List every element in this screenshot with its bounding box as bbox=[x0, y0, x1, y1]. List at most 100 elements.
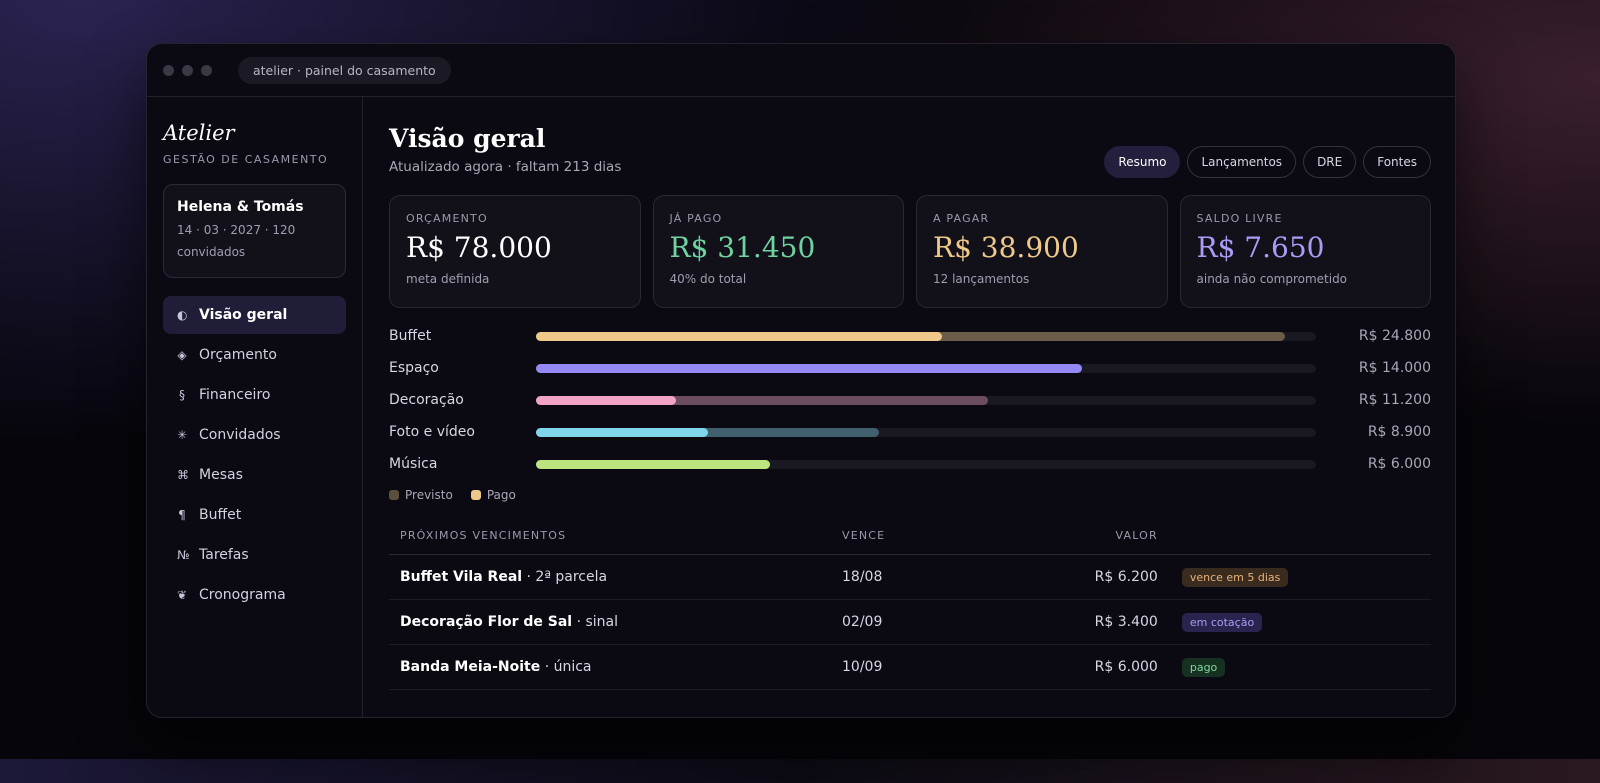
nav-item[interactable]: ✳ Convidados bbox=[163, 416, 346, 454]
budget-row: Música R$ 6.000 bbox=[389, 448, 1431, 480]
nav: ◐ Visão geral ◈ Orçamento § Financeiro ✳ Convid… bbox=[163, 296, 346, 614]
nav-item[interactable]: ❦ Cronograma bbox=[163, 576, 346, 614]
due-amount: R$ 6.000 bbox=[1023, 644, 1159, 690]
title-bar: atelier · painel do casamento bbox=[147, 44, 1455, 97]
page-title: Visão geral bbox=[389, 124, 546, 153]
due-detail: · única bbox=[544, 659, 592, 675]
budget-row: Buffet R$ 24.800 bbox=[389, 320, 1431, 352]
legend-swatch bbox=[470, 490, 481, 500]
nav-icon: ✳ bbox=[177, 428, 188, 442]
bar-track bbox=[536, 395, 1316, 405]
tab[interactable]: Fontes bbox=[1363, 146, 1431, 178]
category-amount: R$ 11.200 bbox=[1358, 392, 1431, 408]
bar-planned bbox=[536, 427, 880, 437]
tagline: GESTÃO DE CASAMENTO bbox=[163, 153, 329, 166]
budget-row: Decoração R$ 11.200 bbox=[389, 384, 1431, 416]
nav-item[interactable]: ⌘ Mesas bbox=[163, 456, 346, 494]
legend-label: Previsto bbox=[405, 488, 453, 502]
due-table: PRÓXIMOS VENCIMENTOS VENCE VALOR Buffet Vil… bbox=[389, 516, 1431, 690]
stat-value: R$ 78.000 bbox=[406, 231, 552, 264]
stat-note: meta definida bbox=[406, 272, 490, 286]
nav-icon: ◐ bbox=[177, 308, 188, 322]
category-name: Foto e vídeo bbox=[389, 424, 475, 440]
status-cell: vence em 5 dias bbox=[1158, 554, 1431, 600]
stat-value: R$ 38.900 bbox=[933, 231, 1079, 264]
due-date: 10/09 bbox=[841, 644, 1023, 690]
bar-paid bbox=[536, 395, 677, 405]
nav-icon: § bbox=[179, 388, 185, 402]
due-row[interactable]: Banda Meia-Noite · única 10/09 R$ 6.000 pag… bbox=[389, 644, 1431, 690]
stat-note: 40% do total bbox=[669, 272, 747, 286]
nav-label: Visão geral bbox=[199, 307, 288, 323]
couple-details: 14 · 03 · 2027 · 120 convidados bbox=[177, 223, 296, 259]
stat-label: ORÇAMENTO bbox=[406, 212, 488, 225]
nav-label: Orçamento bbox=[199, 347, 277, 363]
due-row[interactable]: Decoração Flor de Sal · sinal 02/09 R$ 3.4… bbox=[389, 599, 1431, 645]
nav-label: Cronograma bbox=[199, 587, 286, 603]
nav-icon: ◈ bbox=[177, 348, 187, 362]
due-amount: R$ 6.200 bbox=[1023, 554, 1159, 600]
column-header: VALOR bbox=[1023, 516, 1159, 555]
bar-paid bbox=[536, 427, 708, 437]
due-amount: R$ 3.400 bbox=[1023, 599, 1159, 645]
stat-card: ORÇAMENTO R$ 78.000 meta definida bbox=[389, 195, 641, 308]
category-name: Espaço bbox=[389, 360, 439, 376]
column-header-empty bbox=[1158, 516, 1431, 555]
tab[interactable]: Lançamentos bbox=[1187, 146, 1297, 178]
stat-note: 12 lançamentos bbox=[933, 272, 1030, 286]
budget-row: Foto e vídeo R$ 8.900 bbox=[389, 416, 1431, 448]
category-name: Música bbox=[389, 456, 438, 472]
due-name-cell: Banda Meia-Noite · única bbox=[389, 644, 841, 690]
due-name-cell: Buffet Vila Real · 2ª parcela bbox=[389, 554, 841, 600]
sidebar: Atelier GESTÃO DE CASAMENTO Helena & Tom… bbox=[147, 97, 363, 717]
category-amount: R$ 14.000 bbox=[1358, 360, 1431, 376]
bar-track bbox=[536, 331, 1316, 341]
cards: ORÇAMENTO R$ 78.000 meta definida JÁ PAGO R$… bbox=[389, 195, 1431, 308]
tabs: Resumo Lançamentos DRE Fontes bbox=[1104, 146, 1431, 178]
nav-item[interactable]: ◐ Visão geral bbox=[163, 296, 346, 334]
nav-label: Tarefas bbox=[199, 547, 249, 563]
stat-card: SALDO LIVRE R$ 7.650 ainda não comprometid… bbox=[1179, 195, 1431, 308]
category-amount: R$ 8.900 bbox=[1367, 424, 1431, 440]
due-row[interactable]: Buffet Vila Real · 2ª parcela 18/08 R$ 6.2… bbox=[389, 554, 1431, 600]
nav-item[interactable]: ◈ Orçamento bbox=[163, 336, 346, 374]
nav-label: Buffet bbox=[199, 507, 242, 523]
legend-label: Pago bbox=[486, 488, 516, 502]
nav-label: Mesas bbox=[199, 467, 243, 483]
tab[interactable]: Resumo bbox=[1104, 146, 1181, 178]
due-detail: · 2ª parcela bbox=[526, 569, 608, 585]
due-name: Decoração Flor de Sal bbox=[400, 614, 573, 630]
bar-planned bbox=[536, 395, 989, 405]
nav-item[interactable]: ¶ Buffet bbox=[163, 496, 346, 534]
bar-paid bbox=[536, 363, 1082, 373]
category-name: Decoração bbox=[389, 392, 464, 408]
due-name-cell: Decoração Flor de Sal · sinal bbox=[389, 599, 841, 645]
status-badge: em cotação bbox=[1181, 612, 1263, 632]
due-name: Buffet Vila Real bbox=[400, 569, 523, 585]
nav-label: Convidados bbox=[199, 427, 281, 443]
due-detail: · sinal bbox=[576, 614, 618, 630]
column-header: PRÓXIMOS VENCIMENTOS bbox=[389, 516, 841, 555]
due-name: Banda Meia-Noite bbox=[400, 659, 541, 675]
nav-icon: № bbox=[177, 548, 190, 562]
due-date: 18/08 bbox=[841, 554, 1023, 600]
bar-track bbox=[536, 363, 1316, 373]
window-dot[interactable] bbox=[163, 64, 174, 76]
nav-icon: ⌘ bbox=[177, 468, 189, 482]
tab[interactable]: DRE bbox=[1303, 146, 1357, 178]
nav-item[interactable]: § Financeiro bbox=[163, 376, 346, 414]
window-dot[interactable] bbox=[201, 64, 212, 76]
nav-item[interactable]: № Tarefas bbox=[163, 536, 346, 574]
backdrop-strip bbox=[0, 759, 1600, 783]
bar-paid bbox=[536, 331, 942, 341]
status-cell: em cotação bbox=[1158, 599, 1431, 645]
stat-value: R$ 7.650 bbox=[1196, 231, 1325, 264]
bar-track bbox=[536, 459, 1316, 469]
nav-icon: ¶ bbox=[178, 508, 186, 522]
app-window: atelier · painel do casamento Atelier GE… bbox=[146, 43, 1456, 718]
subtitle: Atualizado agora · faltam 213 dias bbox=[389, 159, 622, 175]
status-badge: vence em 5 dias bbox=[1181, 567, 1289, 587]
legend-swatch bbox=[389, 490, 399, 500]
stat-label: JÁ PAGO bbox=[669, 212, 723, 225]
window-dot[interactable] bbox=[182, 64, 193, 76]
